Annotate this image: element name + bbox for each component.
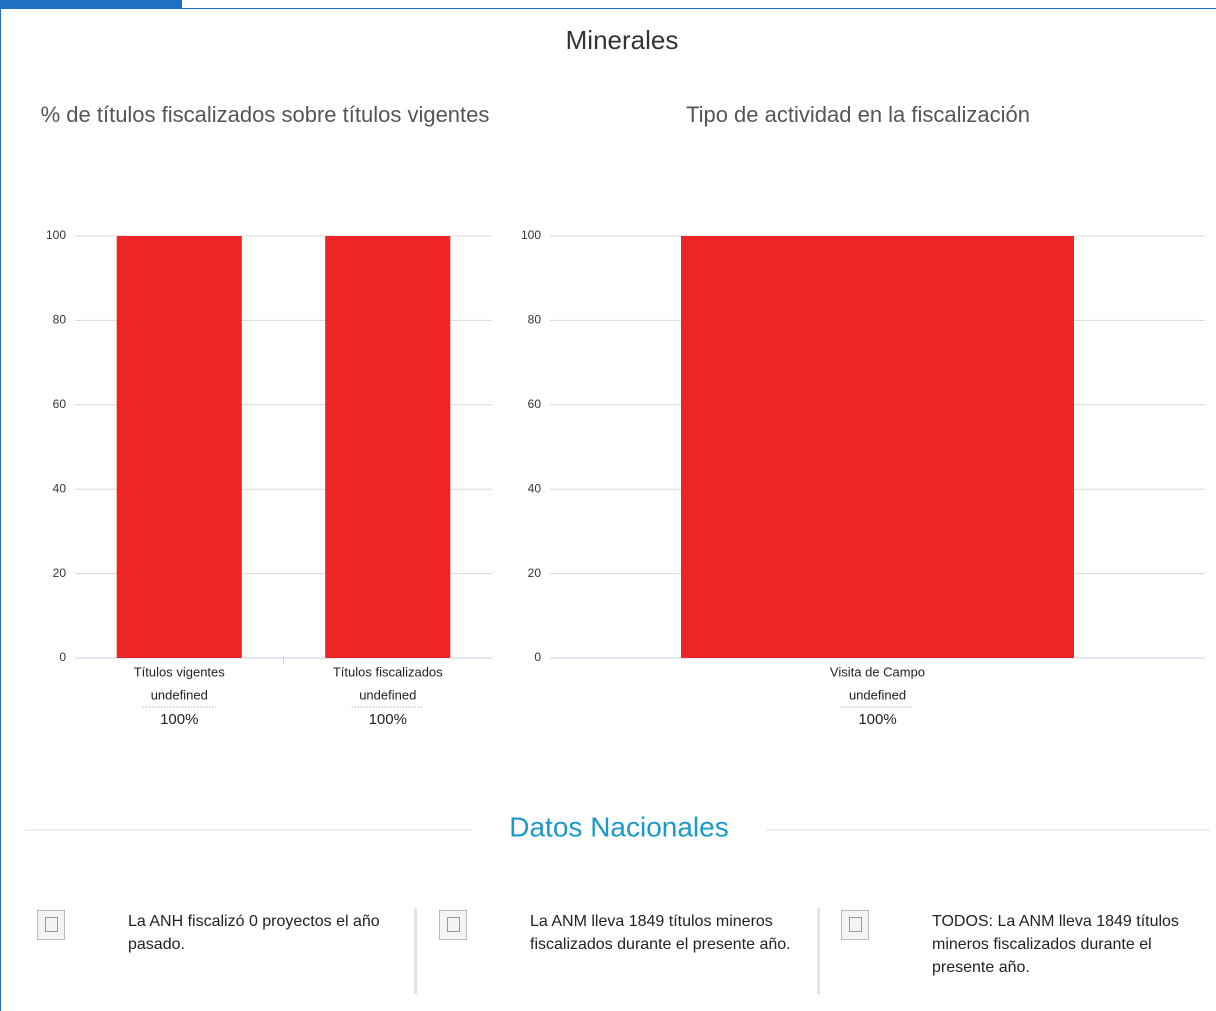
card-separator [817, 908, 820, 994]
y-tick-label: 20 [528, 566, 542, 580]
card-separator [414, 908, 417, 994]
y-tick-label: 80 [528, 313, 542, 327]
y-tick-label: 80 [53, 313, 67, 327]
bar [325, 236, 451, 658]
section-title: Datos Nacionales [509, 811, 728, 842]
value-label: 100% [369, 711, 407, 728]
x-tick-label: Títulos vigentes [134, 664, 226, 679]
x-sublabel: undefined [849, 687, 906, 702]
y-tick-label: 100 [46, 228, 66, 242]
x-sublabel: undefined [151, 687, 208, 702]
y-tick-label: 100 [521, 228, 541, 242]
y-tick-label: 40 [528, 481, 542, 495]
card: La ANH fiscalizó 0 proyectos el año pasa… [8, 908, 410, 994]
chart-title: Tipo de actividad en la fiscalización [686, 102, 1030, 127]
card-text: La ANH fiscalizó 0 proyectos el año pasa… [128, 913, 380, 953]
chart-title: % de títulos fiscalizados sobre títulos … [41, 102, 490, 127]
card: TODOS: La ANM lleva 1849 títulos mineros… [812, 908, 1214, 994]
card-text: TODOS: La ANM lleva 1849 títulos mineros… [932, 913, 1179, 976]
card-icon [37, 910, 65, 940]
y-tick-label: 40 [53, 481, 67, 495]
x-tick-label: Visita de Campo [830, 664, 925, 679]
value-label: 100% [858, 711, 896, 728]
card: La ANM lleva 1849 títulos mineros fiscal… [410, 908, 812, 994]
y-tick-label: 0 [59, 650, 66, 664]
x-tick-label: Títulos fiscalizados [333, 664, 443, 679]
y-tick-label: 20 [53, 566, 67, 580]
y-tick-label: 60 [53, 397, 67, 411]
y-tick-label: 60 [528, 397, 542, 411]
bar [681, 236, 1074, 658]
tab-marker [0, 0, 182, 8]
bar [116, 236, 242, 658]
y-tick-label: 0 [534, 650, 541, 664]
page-title: Minerales [566, 25, 679, 55]
card-icon [439, 910, 467, 940]
value-label: 100% [160, 711, 198, 728]
x-sublabel: undefined [359, 687, 416, 702]
card-text: La ANM lleva 1849 títulos mineros fiscal… [530, 913, 791, 953]
card-icon [841, 910, 869, 940]
